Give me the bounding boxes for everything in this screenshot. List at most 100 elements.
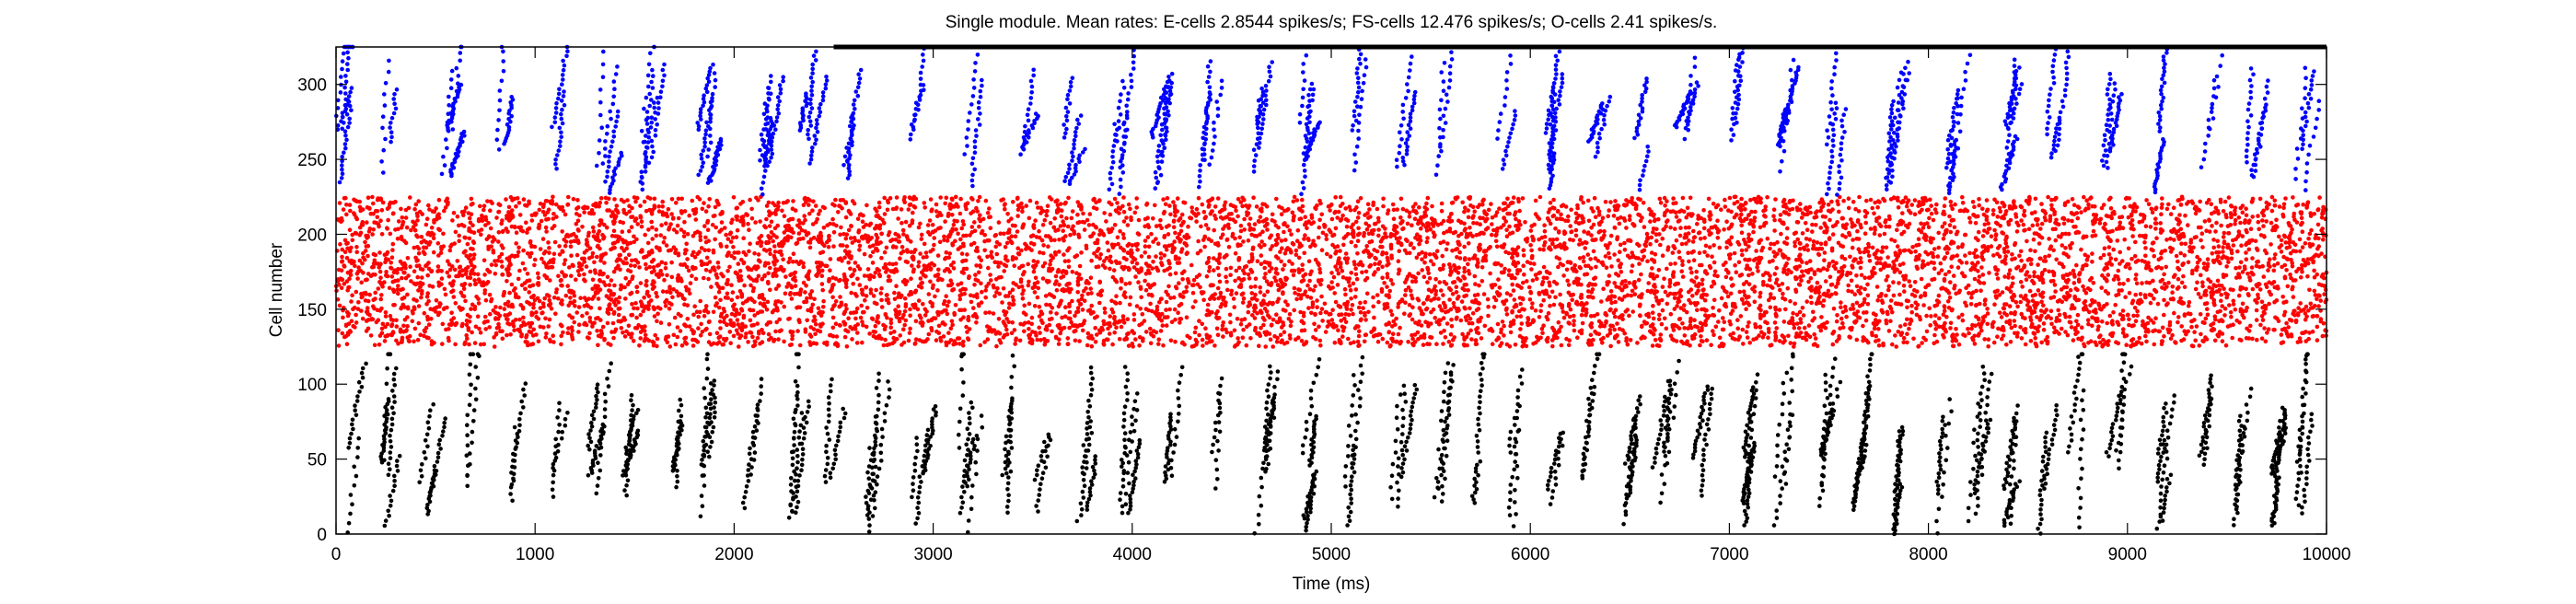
spike-e — [2045, 461, 2050, 467]
spike-fs — [1190, 283, 1195, 288]
spike-e — [1085, 410, 1090, 414]
spike-e — [1980, 441, 1985, 447]
spike-e — [1822, 444, 1827, 449]
spike-e — [980, 425, 985, 430]
spike-e — [1828, 411, 1832, 415]
spike-fs — [1799, 215, 1804, 220]
spike-e — [1266, 394, 1271, 400]
spike-fs — [1585, 198, 1591, 203]
spike-e — [1742, 523, 1746, 528]
spike-e — [675, 469, 679, 473]
spike-fs — [1948, 229, 1954, 235]
spike-fs — [902, 296, 908, 301]
spike-e — [911, 488, 916, 493]
spike-e — [2009, 474, 2014, 479]
spike-fs — [2123, 295, 2128, 300]
spike-e — [1304, 506, 1309, 512]
spike-e — [712, 378, 717, 383]
spike-fs — [2159, 342, 2164, 347]
spike-fs — [1985, 207, 1990, 213]
spike-e — [2278, 430, 2282, 435]
spike-e — [391, 411, 396, 416]
spike-e — [424, 456, 428, 461]
spike-fs — [1177, 256, 1181, 261]
spike-e — [1356, 388, 1361, 392]
spike-e — [2004, 480, 2009, 485]
spike-e — [395, 459, 400, 463]
spike-fs — [1199, 224, 1203, 229]
spike-e — [1120, 504, 1125, 509]
spike-fs — [1120, 232, 1126, 237]
spike-e — [426, 425, 432, 431]
spike-e — [1823, 380, 1828, 385]
spike-e — [1404, 439, 1409, 445]
spike-e — [1478, 372, 1483, 377]
spike-e — [1211, 442, 1215, 447]
spike-e — [2303, 362, 2308, 366]
spike-e — [2013, 422, 2017, 427]
spike-e — [2043, 435, 2048, 440]
spike-e — [2118, 398, 2123, 402]
spike-fs — [486, 220, 491, 226]
spike-fs — [1271, 317, 1276, 322]
spike-fs — [1120, 314, 1126, 319]
spike-fs — [2194, 324, 2199, 329]
spike-e — [1125, 371, 1130, 377]
spike-e — [1895, 459, 1900, 463]
spike-e — [602, 407, 608, 412]
spike-e — [2067, 444, 2071, 449]
spike-e — [1353, 428, 1358, 434]
spike-e — [1978, 418, 1983, 423]
spike-fs — [1277, 204, 1282, 209]
spike-fs — [1429, 259, 1433, 263]
spike-e — [702, 473, 706, 478]
spike-fs — [2182, 285, 2187, 290]
spike-e — [806, 404, 811, 409]
spike-fs — [1410, 279, 1415, 285]
spike-e — [834, 443, 839, 448]
spike-fs — [1530, 278, 1536, 283]
spike-e — [1942, 470, 1946, 475]
spike-e — [1863, 424, 1869, 429]
spike-e — [1754, 380, 1758, 385]
spike-e — [2053, 417, 2058, 423]
spike-e — [391, 394, 397, 399]
spike-e — [1938, 455, 1943, 460]
spike-e — [756, 421, 760, 425]
spike-e — [1088, 493, 1093, 498]
spike-e — [435, 455, 441, 460]
spike-e — [1036, 498, 1040, 503]
spike-e — [1896, 453, 1900, 459]
spike-e — [747, 451, 752, 457]
spike-e — [2036, 527, 2040, 531]
spike-fs — [1201, 209, 1207, 215]
spike-fs — [764, 203, 770, 208]
spike-e — [1700, 468, 1706, 472]
spike-fs — [580, 313, 585, 319]
spike-e — [790, 456, 795, 461]
spike-e — [960, 393, 966, 398]
spike-e — [440, 434, 445, 438]
spike-fs — [1572, 322, 1576, 328]
spike-e — [1400, 424, 1405, 429]
spike-fs — [1575, 335, 1580, 341]
spike-fs — [1827, 263, 1831, 269]
spike-e — [961, 380, 966, 385]
spike-e — [1007, 417, 1012, 423]
spike-fs — [638, 281, 644, 285]
spike-e — [1707, 407, 1712, 412]
spike-e — [1348, 509, 1353, 515]
spike-fs — [566, 194, 571, 200]
spike-e — [392, 400, 397, 404]
spike-fs — [2050, 207, 2056, 212]
spike-e — [2245, 418, 2250, 424]
spike-fs — [969, 299, 974, 305]
spike-fs — [2047, 253, 2051, 259]
spike-fs — [1166, 284, 1171, 289]
spike-e — [837, 429, 842, 435]
spike-fs — [1291, 199, 1296, 204]
spike-fs — [360, 261, 365, 266]
spike-e — [1638, 401, 1642, 407]
spike-e — [1627, 446, 1632, 451]
spike-e — [793, 379, 798, 384]
